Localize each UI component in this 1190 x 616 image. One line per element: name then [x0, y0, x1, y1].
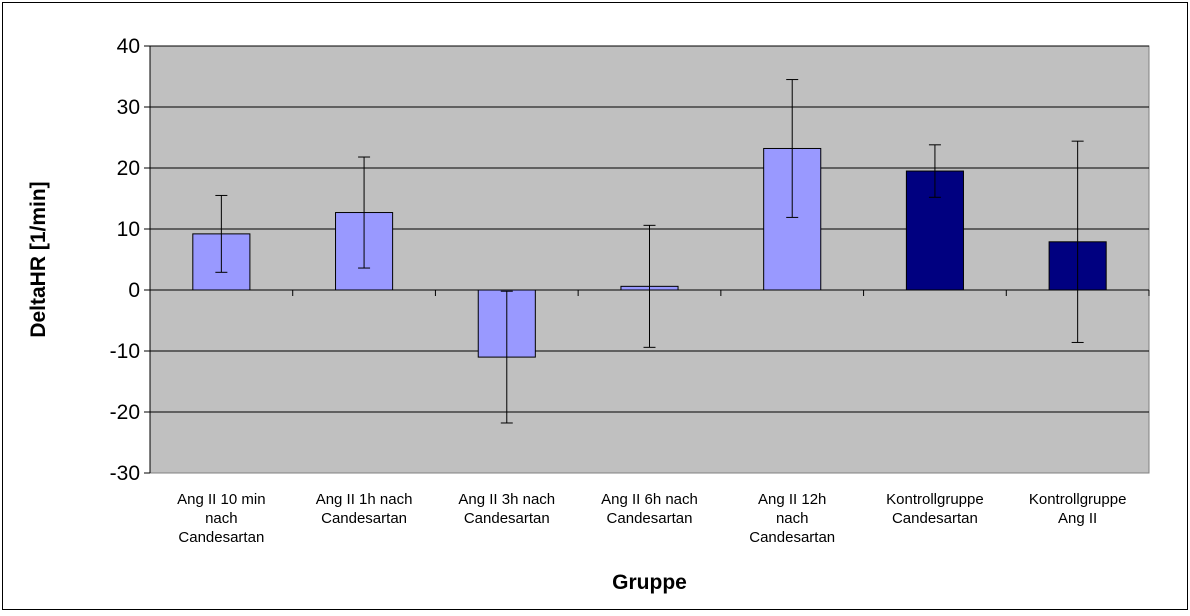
x-tick-label: Ang II 10 min nach Candesartan: [177, 491, 265, 546]
x-tick-label-line: nach: [776, 510, 809, 527]
x-tick-label-line: Candesartan: [607, 510, 693, 527]
x-tick-label: Ang II 6h nach Candesartan: [601, 491, 698, 527]
x-tick-label-line: Kontrollgruppe: [886, 491, 984, 508]
y-tick-label: -30: [110, 462, 140, 485]
y-tick-label: -10: [110, 340, 140, 363]
x-tick-label-line: Ang II 3h nach: [458, 491, 555, 508]
x-tick-label-line: Ang II 12h: [758, 491, 826, 508]
x-tick-label-line: nach: [205, 510, 238, 527]
x-tick-label-line: Candesartan: [892, 510, 978, 527]
y-tick-label: -20: [110, 401, 140, 424]
x-tick-label-line: Candesartan: [178, 529, 264, 546]
x-tick-label-line: Ang II 6h nach: [601, 491, 698, 508]
y-tick-label: 0: [128, 279, 140, 302]
y-tick-label: 30: [117, 96, 140, 119]
x-tick-label-line: Ang II: [1058, 510, 1097, 527]
x-tick-label-line: Candesartan: [464, 510, 550, 527]
y-axis-title: DeltaHR [1/min]: [27, 181, 50, 337]
x-tick-label-line: Candesartan: [749, 529, 835, 546]
y-tick-label: 40: [117, 35, 140, 58]
x-tick-label: Kontrollgruppe Ang II: [1029, 491, 1127, 527]
x-axis-title: Gruppe: [612, 571, 687, 594]
x-tick-label: Kontrollgruppe Candesartan: [886, 491, 984, 527]
x-tick-label-line: Ang II 1h nach: [316, 491, 413, 508]
x-tick-label-line: Ang II 10 min: [177, 491, 265, 508]
x-tick-label: Ang II 3h nach Candesartan: [458, 491, 555, 527]
bar-chart: 40 30 20 10 0 -10 -20 -30 Ang II 10 min nach Cande…: [27, 35, 1150, 594]
y-tick-label: 20: [117, 157, 140, 180]
x-tick-label-line: Kontrollgruppe: [1029, 491, 1127, 508]
y-tick-label: 10: [117, 218, 140, 241]
x-tick-label: Ang II 1h nach Candesartan: [316, 491, 413, 527]
x-tick-label-line: Candesartan: [321, 510, 407, 527]
x-tick-label: Ang II 12h nach Candesartan: [749, 491, 835, 546]
